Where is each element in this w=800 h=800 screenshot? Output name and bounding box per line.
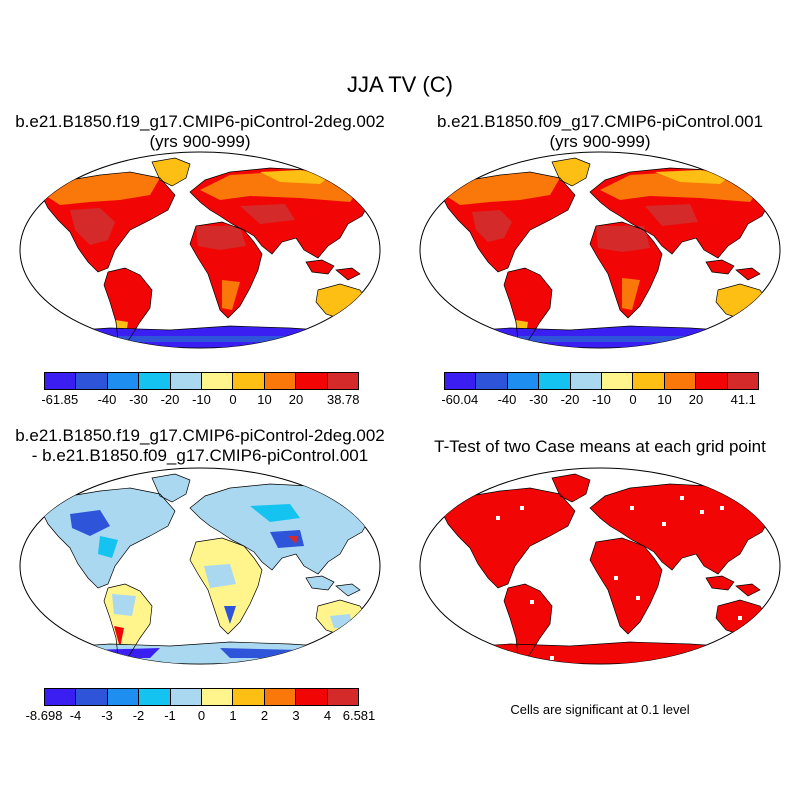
panel-title-line1: b.e21.B1850.f09_g17.CMIP6-piControl.001 (436, 112, 764, 131)
colorbar-swatch (264, 689, 297, 705)
colorbar-swatch (327, 373, 359, 389)
colorbar-tick-label: -60.04 (441, 392, 479, 407)
panel-title-bottom-right: T-Test of two Case means at each grid po… (400, 437, 800, 457)
panel-title-line2: (yrs 900-999) (149, 132, 251, 151)
colorbar-swatch (45, 373, 77, 389)
colorbar-swatch (202, 689, 234, 705)
colorbar-swatch (233, 689, 265, 705)
colorbar-swatch (139, 689, 171, 705)
colorbar-swatch (727, 373, 759, 389)
colorbar-tick-label: -3 (101, 708, 113, 723)
colorbar-tick-label: 2 (260, 708, 269, 723)
colorbar-swatch (170, 373, 203, 389)
colorbar-tick-label: -30 (129, 392, 148, 407)
colorbar-swatch (107, 373, 140, 389)
colorbar-swatch (76, 689, 108, 705)
colorbar-labels-top-right: -60.04 -40 -30 -20 -10 0 10 20 41.1 (441, 392, 759, 410)
colorbar-tick-label: 4 (323, 708, 332, 723)
panel-title-bottom-left: b.e21.B1850.f19_g17.CMIP6-piControl-2deg… (0, 426, 400, 466)
colorbar-tick-label: 0 (229, 392, 237, 407)
colorbar-tick-label: 1 (229, 708, 237, 723)
colorbar-tick-label: -61.85 (41, 392, 79, 407)
colorbar-swatch (107, 689, 140, 705)
map-bottom-left (19, 467, 381, 665)
map-top-left (19, 151, 381, 349)
colorbar-swatch (602, 373, 634, 389)
colorbar-swatch (296, 689, 328, 705)
panel-title-line1: b.e21.B1850.f19_g17.CMIP6-piControl-2deg… (15, 112, 385, 131)
colorbar-labels-bottom-left: -8.698 -4 -3 -2 -1 0 1 2 3 4 6.581 (26, 708, 376, 726)
colorbar-swatch (633, 373, 665, 389)
colorbar-tick-label: -40 (497, 392, 517, 407)
colorbar-tick-label: -1 (164, 708, 176, 723)
colorbar-top-left (44, 372, 359, 390)
colorbar-swatch (539, 373, 571, 389)
colorbar-swatch (296, 373, 328, 389)
colorbar-swatch (664, 373, 697, 389)
colorbar-labels-top-left: -61.85 -40 -30 -20 -10 0 10 20 38.78 (41, 392, 360, 410)
panel-title-line1: b.e21.B1850.f19_g17.CMIP6-piControl-2deg… (15, 426, 385, 445)
colorbar-tick-label: -40 (97, 392, 117, 407)
colorbar-swatch (476, 373, 508, 389)
colorbar-tick-label: 3 (292, 708, 300, 723)
colorbar-tick-label: 38.78 (326, 392, 360, 407)
colorbar-tick-label: 20 (288, 392, 304, 407)
colorbar-bottom-left (44, 688, 359, 706)
panel-title-top-right: b.e21.B1850.f09_g17.CMIP6-piControl.001 … (400, 112, 800, 152)
significant-cells (439, 473, 771, 664)
colorbar-tick-label: 6.581 (342, 708, 376, 723)
significance-note: Cells are significant at 0.1 level (510, 702, 690, 717)
colorbar-tick-label: -4 (69, 708, 82, 723)
map-bottom-right (419, 467, 781, 665)
colorbar-swatch (570, 373, 603, 389)
colorbar-tick-label: -20 (160, 392, 180, 407)
colorbar-swatch (170, 689, 203, 705)
colorbar-swatch (507, 373, 540, 389)
map-top-right (419, 151, 781, 349)
colorbar-swatch (233, 373, 265, 389)
panel-title-line2: - b.e21.B1850.f09_g17.CMIP6-piControl.00… (31, 446, 369, 465)
colorbar-swatch (76, 373, 108, 389)
colorbar-tick-label: 10 (657, 392, 672, 407)
colorbar-swatch (327, 689, 359, 705)
colorbar-top-right (444, 372, 759, 390)
colorbar-tick-label: -10 (192, 392, 211, 407)
colorbar-tick-label: 20 (688, 392, 704, 407)
panel-title-top-left: b.e21.B1850.f19_g17.CMIP6-piControl-2deg… (0, 112, 400, 152)
colorbar-swatch (264, 373, 297, 389)
colorbar-swatch (696, 373, 728, 389)
colorbar-tick-label: 0 (197, 708, 206, 723)
panel-title-line1: T-Test of two Case means at each grid po… (434, 437, 766, 456)
colorbar-tick-label: 10 (257, 392, 272, 407)
colorbar-swatch (45, 689, 77, 705)
colorbar-swatch (139, 373, 171, 389)
colorbar-tick-label: -10 (592, 392, 611, 407)
colorbar-swatch (202, 373, 234, 389)
colorbar-tick-label: -20 (560, 392, 580, 407)
panel-title-line2: (yrs 900-999) (549, 132, 651, 151)
colorbar-tick-label: -2 (132, 708, 145, 723)
colorbar-tick-label: -8.698 (25, 708, 63, 723)
colorbar-swatch (445, 373, 477, 389)
colorbar-tick-label: 0 (629, 392, 637, 407)
colorbar-tick-label: -30 (529, 392, 548, 407)
figure-title: JJA TV (C) (347, 72, 453, 97)
colorbar-tick-label: 41.1 (730, 392, 756, 407)
